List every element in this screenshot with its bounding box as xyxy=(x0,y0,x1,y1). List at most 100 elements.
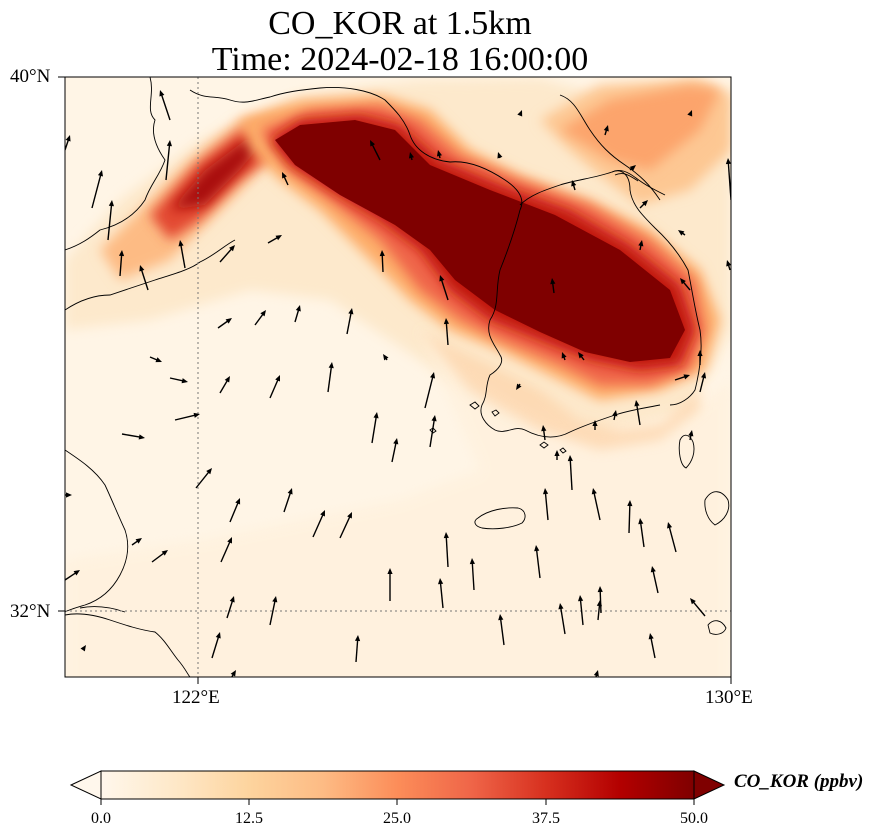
wind-arrow-head xyxy=(436,150,442,157)
wind-arrow-shaft xyxy=(339,514,352,539)
wind-arrow-head xyxy=(379,250,385,257)
wind-arrow-head xyxy=(260,310,266,317)
wind-arrow-head xyxy=(408,152,414,159)
wind-arrow-head xyxy=(275,375,280,382)
wind-arrow-shaft xyxy=(471,560,475,591)
wind-arrow-head xyxy=(641,200,648,207)
wind-arrow-head xyxy=(443,318,450,325)
wind-arrow-shaft xyxy=(121,433,143,439)
colorbar-tick-label: 37.5 xyxy=(532,810,560,827)
wind-arrow-shaft xyxy=(371,414,378,444)
colorbar-tick-label: 25.0 xyxy=(383,810,411,827)
wind-arrow-shaft xyxy=(440,277,449,301)
wind-arrow-head xyxy=(275,235,282,241)
wind-arrow-shaft xyxy=(220,539,232,563)
wind-arrow-head xyxy=(235,498,241,505)
wind-arrow-head xyxy=(498,614,504,621)
wind-arrow-head xyxy=(561,352,567,359)
wind-arrow-shaft xyxy=(269,377,280,399)
wind-arrow-shaft xyxy=(381,252,384,273)
wind-arrow-shaft xyxy=(165,142,171,181)
wind-arrow-head xyxy=(627,500,633,507)
wind-arrow-shaft xyxy=(635,402,641,426)
axis-ticks xyxy=(58,76,732,684)
wind-arrow-shaft xyxy=(107,202,113,241)
wind-arrow-head xyxy=(578,595,584,602)
wind-arrow-shaft xyxy=(445,320,449,346)
lon-tick-label: 122°E xyxy=(172,687,220,708)
colorbar xyxy=(69,770,726,805)
wind-arrow-head xyxy=(567,455,573,462)
wind-arrow-head xyxy=(542,488,549,495)
lon-tick-label: 130°E xyxy=(705,687,753,708)
wind-arrow-shaft xyxy=(535,547,541,579)
wind-arrow-head xyxy=(295,305,301,312)
wind-arrow-shaft xyxy=(174,414,198,421)
wind-arrow-head xyxy=(634,400,640,407)
wind-arrow-head xyxy=(725,158,731,165)
wind-arrow-head xyxy=(687,110,693,117)
wind-arrow-shaft xyxy=(229,500,240,523)
wind-arrow-head xyxy=(431,415,437,422)
wind-arrow-head xyxy=(80,645,86,652)
wind-arrow-shaft xyxy=(140,267,149,291)
wind-arrow-shaft xyxy=(346,310,353,335)
colorbar-tick-label: 0.0 xyxy=(91,810,111,827)
colorbar-tick-label: 12.5 xyxy=(235,810,263,827)
wind-arrow-head xyxy=(161,550,168,556)
wind-arrow-head xyxy=(215,632,221,639)
wind-arrow-shaft xyxy=(668,524,677,553)
wind-arrow-head xyxy=(558,603,564,610)
wind-arrow-shaft xyxy=(327,364,333,393)
wind-arrow-head xyxy=(497,152,503,159)
wind-arrow-shaft xyxy=(391,440,398,463)
wind-arrow-head xyxy=(166,140,172,147)
lat-tick-label: 40°N xyxy=(10,66,51,87)
wind-arrow-shaft xyxy=(119,252,123,277)
wind-arrow-head xyxy=(287,488,293,495)
colorbar-tick-label: 50.0 xyxy=(680,810,708,827)
wind-arrow-head xyxy=(224,376,230,383)
wind-arrow-head xyxy=(272,596,278,603)
wind-arrow-shaft xyxy=(355,637,359,663)
wind-arrow-head xyxy=(66,492,72,498)
wind-arrow-head xyxy=(193,412,200,418)
wind-arrow-head xyxy=(629,165,636,171)
wind-arrow-head xyxy=(541,425,547,432)
wind-arrow-head xyxy=(648,633,654,640)
wind-arrow-head xyxy=(393,438,399,445)
wind-arrow-head xyxy=(347,512,352,519)
wind-arrow-head xyxy=(701,372,707,379)
wind-arrow-shaft xyxy=(424,374,434,409)
wind-arrow-head xyxy=(320,510,325,517)
wind-arrow-head xyxy=(578,352,584,359)
wind-arrow-shaft xyxy=(544,490,549,521)
wind-arrow-shaft xyxy=(269,598,277,626)
wind-arrow-head xyxy=(370,140,376,147)
wind-arrow-head xyxy=(534,545,540,552)
wind-arrow-head xyxy=(697,350,703,356)
wind-arrow-head xyxy=(97,170,103,177)
wind-arrow-head xyxy=(135,538,142,544)
wind-arrow-head xyxy=(593,670,599,677)
wind-arrow-head xyxy=(178,240,184,247)
wind-arrow-head xyxy=(138,434,145,440)
wind-arrow-head xyxy=(680,278,686,285)
wind-arrow-shaft xyxy=(312,512,325,538)
wind-arrow-shaft xyxy=(499,616,505,646)
wind-arrow-head xyxy=(516,383,522,390)
wind-arrow-shaft xyxy=(219,246,234,263)
wind-arrow-head xyxy=(155,357,162,363)
wind-arrow-head xyxy=(383,354,389,361)
wind-arrow-head xyxy=(229,245,235,252)
wind-arrow-shaft xyxy=(370,142,381,161)
wind-arrow-shaft xyxy=(649,635,656,659)
wind-arrow-shaft xyxy=(65,411,66,413)
wind-arrow-shaft xyxy=(691,599,706,617)
wind-arrow-shaft xyxy=(445,534,449,568)
wind-arrow-head xyxy=(690,598,696,605)
map-frame xyxy=(64,76,732,678)
wind-arrow-shaft xyxy=(91,172,102,209)
wind-arrow-head xyxy=(387,568,393,574)
